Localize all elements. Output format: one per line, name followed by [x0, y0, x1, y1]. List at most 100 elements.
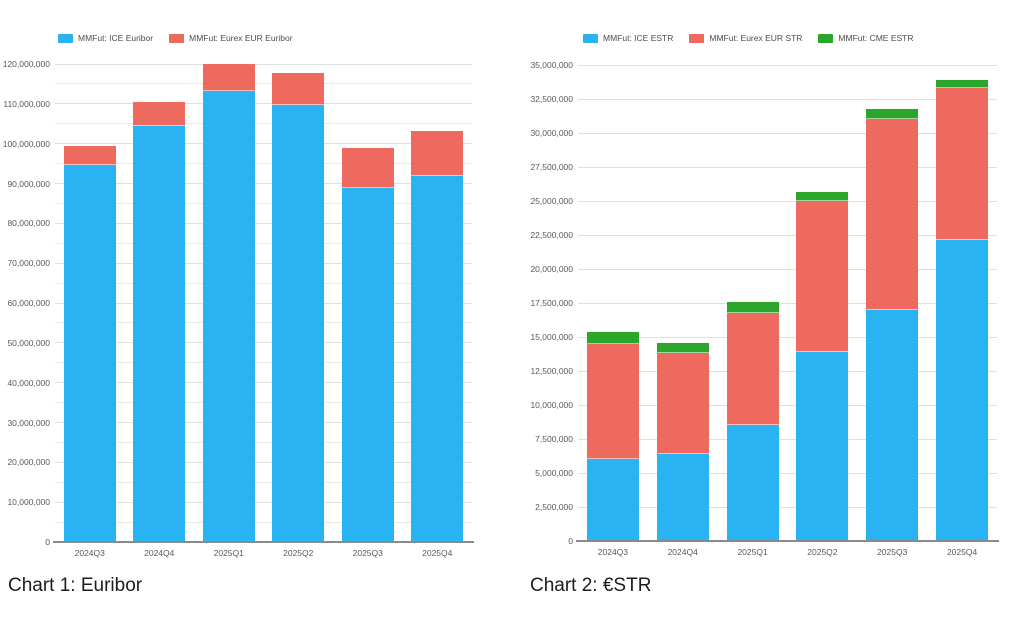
y-axis-label: 80,000,000 — [7, 218, 50, 229]
y-axis-label: 110,000,000 — [3, 98, 50, 109]
legend-item-2[interactable]: MMFut: Eurex EUR STR — [689, 33, 802, 43]
x-axis-label: 2025Q2 — [283, 548, 314, 558]
gridline — [55, 183, 472, 184]
x-axis-label: 2024Q4 — [667, 547, 698, 557]
gridline — [55, 83, 472, 85]
legend-label: MMFut: CME ESTR — [838, 33, 914, 43]
y-axis-label: 25,000,000 — [530, 196, 573, 206]
x-axis-label: 2024Q3 — [74, 548, 105, 558]
gridline — [578, 438, 997, 440]
bar-segment-1 — [133, 125, 186, 542]
legend-swatch — [818, 33, 834, 43]
y-axis-label: 15,000,000 — [530, 332, 573, 342]
y-axis-label: 27,500,000 — [530, 162, 573, 172]
plot-area — [55, 63, 472, 542]
y-axis-label: 10,000,000 — [7, 497, 50, 508]
gridline — [55, 342, 472, 344]
y-axis-label: 120,000,000 — [2, 59, 50, 69]
legend: MMFut: ICE Euribor MMFut: Eurex EUR Eurib… — [58, 33, 293, 43]
chart-estr: MMFut: ICE ESTR MMFut: Eurex EUR STR MMFut… — [520, 0, 1024, 624]
gridline — [55, 322, 472, 324]
y-axis-label: 35,000,000 — [530, 60, 573, 70]
y-axis-label: 70,000,000 — [7, 258, 50, 269]
gridline — [55, 521, 472, 523]
bar-segment-2 — [202, 64, 255, 91]
bar-segment-1 — [272, 105, 325, 542]
legend-label: MMFut: Eurex EUR STR — [709, 33, 803, 43]
bar-segment-1 — [796, 352, 849, 541]
bar-2025Q4 — [936, 79, 989, 541]
legend-item-1[interactable]: MMFut: ICE ESTR — [583, 33, 673, 43]
chart-euribor: MMFut: ICE Euribor MMFut: Eurex EUR Eurib… — [0, 0, 500, 624]
y-axis-label: 10,000,000 — [530, 400, 573, 410]
y-axis-label: 2,500,000 — [535, 502, 573, 512]
gridline — [578, 370, 997, 372]
bar-2025Q2 — [796, 191, 849, 541]
bar-segment-3 — [586, 331, 639, 344]
legend-item-2[interactable]: MMFut: Eurex EUR Euribor — [169, 33, 293, 43]
chart-caption: Chart 2: €STR — [530, 575, 652, 596]
bar-segment-1 — [726, 425, 779, 541]
gridline — [55, 163, 472, 165]
gridline — [55, 262, 472, 264]
bar-2025Q4 — [411, 131, 464, 542]
bar-2025Q3 — [866, 108, 919, 541]
gridline — [55, 222, 472, 224]
legend-item-1[interactable]: MMFut: ICE Euribor — [58, 33, 153, 43]
gridline — [55, 282, 472, 284]
y-axis-label: 100,000,000 — [2, 138, 50, 149]
x-axis-line — [576, 540, 999, 542]
bar-2025Q2 — [272, 73, 325, 542]
bar-segment-1 — [586, 459, 639, 541]
gridline — [55, 202, 472, 204]
y-axis-label: 30,000,000 — [7, 417, 50, 428]
x-axis-label: 2025Q2 — [807, 547, 838, 557]
gridline — [55, 302, 472, 304]
y-axis-label: 60,000,000 — [7, 298, 50, 308]
gridline — [578, 506, 997, 508]
gridline — [55, 143, 472, 145]
x-axis-label: 2025Q1 — [737, 547, 768, 557]
bar-segment-2 — [586, 343, 639, 460]
y-axis-label: 20,000,000 — [7, 457, 50, 468]
x-axis-label: 2025Q4 — [946, 547, 978, 557]
gridline — [578, 132, 997, 134]
chart-caption: Chart 1: Euribor — [8, 575, 143, 596]
bar-2024Q4 — [133, 101, 186, 542]
x-axis-line — [53, 541, 474, 543]
gridline — [55, 441, 472, 443]
legend-item-3[interactable]: MMFut: CME ESTR — [818, 33, 914, 43]
gridline — [578, 268, 997, 270]
bar-segment-2 — [133, 101, 186, 126]
gridline — [55, 242, 472, 244]
gridline — [55, 382, 472, 384]
y-axis-label: 50,000,000 — [7, 337, 50, 348]
x-axis-label: 2024Q4 — [144, 548, 175, 558]
y-axis-label: 22,500,000 — [530, 230, 573, 240]
bar-segment-2 — [656, 353, 709, 454]
x-axis-label: 2025Q3 — [352, 548, 383, 558]
gridline — [578, 404, 997, 406]
gridline — [55, 63, 472, 65]
x-axis-label: 2025Q1 — [213, 548, 244, 558]
gridline — [578, 472, 997, 474]
bar-segment-1 — [341, 187, 394, 542]
bar-2025Q3 — [341, 147, 394, 542]
gridline — [55, 501, 472, 503]
bar-segment-1 — [411, 176, 464, 542]
gridline — [578, 234, 997, 236]
legend-swatch — [58, 33, 73, 43]
y-axis-label: 17,500,000 — [530, 298, 573, 308]
bar-segment-3 — [656, 342, 709, 354]
legend-swatch — [583, 33, 598, 43]
y-axis-label: 7,500,000 — [535, 434, 573, 444]
bar-segment-3 — [936, 79, 989, 89]
bar-2024Q3 — [63, 145, 116, 542]
y-axis-label: 0 — [568, 536, 573, 546]
bar-2025Q1 — [726, 301, 779, 541]
bar-segment-2 — [866, 119, 919, 310]
gridline — [578, 166, 997, 168]
bar-segment-1 — [202, 90, 255, 542]
bar-segment-1 — [936, 240, 989, 541]
